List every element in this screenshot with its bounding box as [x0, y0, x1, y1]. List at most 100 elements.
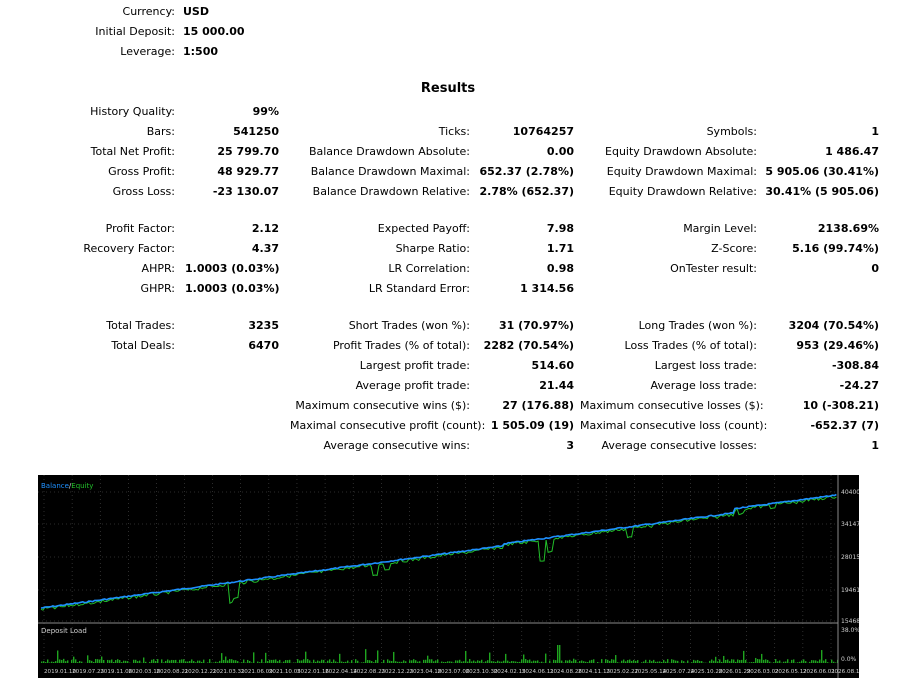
deposit-load-bar — [591, 659, 593, 663]
deposit-load-bar — [179, 659, 181, 663]
ghpr-value: 1.0003 (0.03%) — [185, 282, 280, 295]
deposit-load-bar — [727, 659, 729, 663]
deposit-load-bar — [271, 659, 273, 663]
deposit-load-bar — [493, 661, 495, 663]
deposit-load-bar — [325, 662, 327, 663]
x-tick-label: 2019.07.23 — [72, 669, 104, 675]
deposit-load-bar — [479, 660, 481, 663]
deposit-load-bar — [289, 659, 291, 663]
deposit-load-bar — [117, 659, 119, 663]
deposit-load-bar — [657, 661, 659, 663]
deposit-load-bar — [569, 659, 571, 663]
deposit-load-bar — [501, 661, 503, 663]
deposit-load-bar — [221, 653, 223, 663]
deposit-load-bar — [65, 661, 67, 663]
long-trades-value: 3204 (70.54%) — [788, 319, 879, 332]
deposit-load-bar — [443, 661, 445, 663]
deposit-load-bar — [345, 661, 347, 663]
deposit-load-bar — [319, 661, 321, 663]
profit-factor-value: 2.12 — [251, 222, 279, 235]
deposit-load-bar — [225, 656, 227, 663]
deposit-load-bar — [177, 662, 179, 663]
largest-loss-trade-value: -308.84 — [831, 359, 879, 372]
deposit-load-bar — [535, 660, 537, 663]
deposit-load-bar — [265, 652, 267, 663]
deposit-load-bar — [243, 659, 245, 663]
legend-balance: Balance — [41, 482, 69, 490]
equity-dd-absolute-label: Equity Drawdown Absolute: — [605, 145, 757, 158]
deposit-load-bar — [499, 661, 501, 663]
deposit-load-bar — [571, 661, 573, 663]
deposit-load-bar — [99, 659, 101, 663]
deposit-load-bar — [637, 660, 639, 663]
deposit-load-bar — [671, 659, 673, 663]
deposit-load-bar — [517, 661, 519, 663]
initial-deposit-label: Initial Deposit: — [95, 25, 175, 38]
total-net-profit-value: 25 799.70 — [217, 145, 279, 158]
deposit-load-bar — [503, 660, 505, 663]
expected-payoff-label: Expected Payoff: — [377, 222, 470, 235]
deposit-load-bar — [609, 661, 611, 663]
deposit-load-bar — [491, 661, 493, 663]
deposit-load-bar — [721, 661, 723, 663]
deposit-load-bar — [431, 659, 433, 663]
deposit-load-bar — [769, 661, 771, 663]
deposit-load-bar — [761, 653, 763, 663]
profit-factor-label: Profit Factor: — [105, 222, 175, 235]
deposit-load-bar — [773, 662, 775, 663]
profit-trades-value: 2282 (70.54%) — [483, 339, 574, 352]
currency-label: Currency: — [122, 5, 175, 18]
deposit-load-bars — [41, 645, 839, 663]
deposit-load-bar — [473, 660, 475, 663]
deposit-load-bar — [611, 659, 613, 663]
total-trades-value: 3235 — [248, 319, 279, 332]
deposit-load-bar — [615, 655, 617, 663]
x-tick-label: 2021.06.09 — [241, 669, 273, 675]
deposit-load-bar — [137, 661, 139, 663]
deposit-load-bar — [661, 661, 663, 663]
deposit-load-bar — [815, 660, 817, 663]
deposit-load-bar — [87, 655, 89, 663]
deposit-load-bar — [197, 660, 199, 663]
balance-dd-maximal-label: Balance Drawdown Maximal: — [310, 165, 470, 178]
deposit-load-bar — [827, 662, 829, 663]
average-loss-trade-value: -24.27 — [839, 379, 879, 392]
deposit-load-bar — [529, 659, 531, 663]
x-tick-label: 2026.06.01 — [803, 669, 835, 675]
deposit-load-bar — [519, 661, 521, 663]
deposit-load-bar — [801, 660, 803, 663]
deposit-load-bar — [163, 662, 165, 663]
deposit-load-bar — [199, 660, 201, 663]
deposit-load-bar — [381, 662, 383, 663]
deposit-load-bar — [139, 660, 141, 663]
ticks-label: Ticks: — [438, 125, 470, 138]
deposit-load-bar — [391, 661, 393, 663]
deposit-load-bar — [371, 661, 373, 663]
deposit-load-bar — [207, 662, 209, 663]
deposit-load-bar — [635, 660, 637, 663]
deposit-load-bar — [55, 661, 57, 663]
x-tick-label: 2024.08.28 — [550, 669, 582, 675]
deposit-load-bar — [691, 662, 693, 663]
y-axis-ticks: 40400 34147 28015 19461 15468 38.0% 0.0% — [841, 489, 859, 663]
deposit-load-bar — [697, 659, 699, 663]
deposit-load-bar — [631, 660, 633, 663]
deposit-load-bar — [831, 659, 833, 663]
x-tick-label: 2020.03.18 — [128, 669, 160, 675]
deposit-load-bar — [601, 659, 603, 663]
deposit-load-bar — [71, 659, 73, 663]
deposit-load-bar — [753, 662, 755, 663]
y-tick-label: 28015 — [841, 554, 859, 561]
max-consecutive-wins-value: 27 (176.88) — [502, 399, 574, 412]
deposit-load-bar — [455, 660, 457, 663]
x-tick-label: 2022.04.14 — [325, 669, 357, 675]
ontester-result-label: OnTester result: — [670, 262, 757, 275]
deposit-load-bar — [819, 659, 821, 663]
deposit-load-bar — [617, 662, 619, 663]
deposit-load-bar — [481, 659, 483, 663]
deposit-load-bar — [267, 661, 269, 663]
deposit-load-bar — [805, 661, 807, 663]
deposit-load-bar — [605, 659, 607, 663]
deposit-load-bar — [701, 661, 703, 663]
deposit-load-bar — [191, 659, 193, 663]
